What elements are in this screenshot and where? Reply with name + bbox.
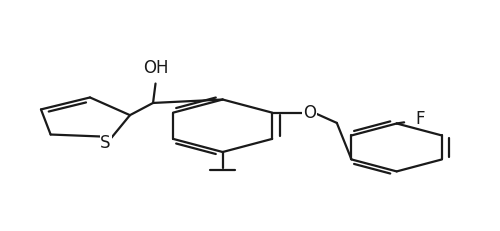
Text: F: F	[416, 110, 425, 128]
Text: O: O	[303, 104, 316, 122]
Text: OH: OH	[143, 59, 169, 77]
Text: S: S	[100, 134, 111, 152]
